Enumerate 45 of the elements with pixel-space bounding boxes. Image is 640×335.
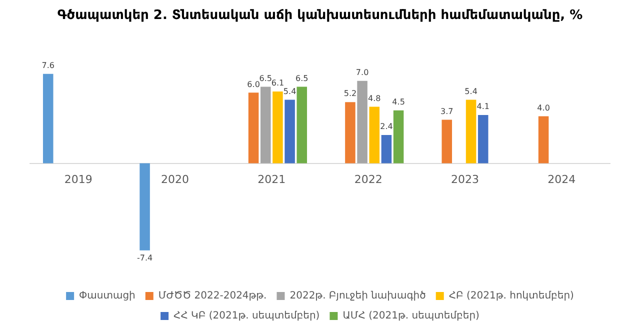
- bar: [442, 120, 452, 164]
- chart-title: Գծապատկեր 2. Տնտեսական աճի կանխատեսումների համեմատականը, %: [57, 8, 583, 24]
- bar: [357, 80, 368, 164]
- legend-label: Փաստացի: [79, 290, 136, 302]
- data-label: 4.5: [392, 97, 405, 106]
- data-label: 5.4: [283, 86, 296, 96]
- data-label: 6.5: [296, 74, 308, 83]
- data-label: -7.4: [136, 253, 153, 262]
- bar: [393, 110, 404, 164]
- bar: [369, 106, 380, 164]
- bar: [272, 92, 283, 164]
- data-label: 6.0: [247, 80, 260, 89]
- data-label: 2.4: [380, 122, 393, 132]
- data-label: 4.0: [537, 103, 550, 112]
- bar: [538, 116, 549, 164]
- bar: [466, 100, 476, 164]
- bar: [248, 92, 259, 164]
- x-tick-label: 2021: [258, 172, 286, 186]
- data-label: 3.7: [440, 106, 454, 116]
- bar: [381, 135, 392, 164]
- data-label: 4.1: [476, 102, 490, 112]
- legend-label: ՀԲ (2021թ. հոկտեմբեր): [448, 290, 574, 302]
- bar: [260, 86, 271, 164]
- data-label: 7.6: [42, 60, 54, 70]
- bar: [284, 100, 295, 164]
- data-label: 5.4: [464, 86, 478, 96]
- x-tick-label: 2020: [161, 172, 189, 186]
- legend-label: 2022թ. Բյուջեի նախագիծ: [290, 290, 426, 302]
- data-label: 5.2: [344, 89, 357, 98]
- legend-label: ԱՄՀ (2021թ. սեպտեմբեր): [342, 310, 480, 322]
- bar: [478, 115, 488, 164]
- x-tick-label: 2022: [354, 172, 382, 186]
- data-label: 6.1: [271, 78, 284, 88]
- x-tick-label: 2019: [64, 172, 92, 186]
- legend-label: ՄԺԾԾ 2022-2024թթ.: [158, 290, 267, 302]
- x-tick-label: 2024: [548, 172, 576, 186]
- bar: [345, 102, 356, 164]
- data-label: 7.0: [356, 68, 369, 77]
- x-tick-label: 2023: [451, 172, 479, 186]
- data-label: 6.5: [259, 74, 272, 83]
- bar: [42, 74, 54, 164]
- bar: [296, 86, 308, 164]
- legend-label: ՀՀ ԿԲ (2021թ. սեպտեմբեր): [174, 310, 320, 322]
- bar: [140, 163, 150, 250]
- data-label: 4.8: [368, 94, 381, 103]
